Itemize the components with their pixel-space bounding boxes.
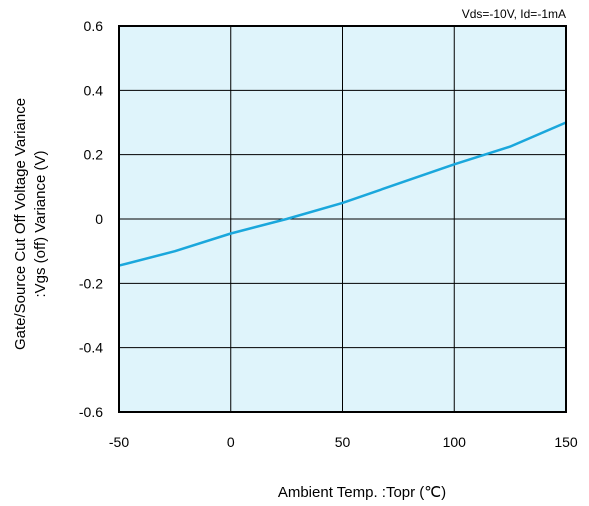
- y-tick-label: 0.6: [84, 18, 104, 34]
- series-line: [118, 121, 567, 267]
- y-tick-label: -0.6: [79, 404, 103, 420]
- y-axis-title-line2: :Vgs (off) Variance (V): [32, 150, 49, 297]
- y-tick-labels: -0.6 -0.4 -0.2 0 0.2 0.4 0.6: [79, 18, 103, 420]
- y-tick-label: 0.4: [84, 82, 104, 98]
- x-tick-labels: -50 0 50 100 150: [109, 434, 578, 450]
- x-axis-title: Ambient Temp. :Topr (℃): [278, 484, 446, 501]
- y-tick-label: 0.2: [84, 147, 104, 163]
- x-tick-label: -50: [109, 434, 129, 450]
- conditions-label: Vds=-10V, Id=-1mA: [462, 7, 566, 21]
- x-tick-label: 50: [335, 434, 351, 450]
- y-tick-label: -0.2: [79, 275, 103, 291]
- x-tick-label: 150: [554, 434, 578, 450]
- x-tick-label: 100: [443, 434, 467, 450]
- series-layer: [118, 121, 567, 267]
- x-tick-label: 0: [227, 434, 235, 450]
- y-axis-title-line1: Gate/Source Cut Off Voltage Variance: [12, 98, 29, 350]
- y-tick-label: -0.4: [79, 340, 103, 356]
- grid: [119, 26, 566, 412]
- plot-frame: [118, 25, 567, 413]
- y-tick-label: 0: [95, 211, 103, 227]
